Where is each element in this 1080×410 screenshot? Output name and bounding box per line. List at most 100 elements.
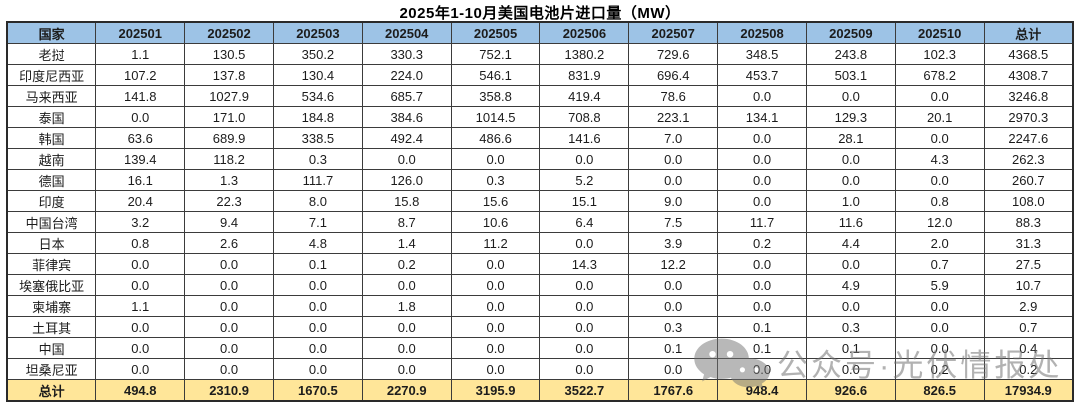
value-cell: 0.0 (361, 316, 452, 338)
value-cell: 453.7 (717, 64, 807, 86)
total-value-cell: 3195.9 (450, 379, 541, 402)
value-cell: 78.6 (628, 85, 719, 107)
col-header-202506: 202506 (539, 21, 630, 44)
country-cell: 老挝 (6, 43, 97, 65)
value-cell: 0.0 (539, 358, 630, 380)
value-cell: 0.0 (894, 295, 985, 317)
total-value-cell: 17934.9 (983, 379, 1074, 402)
col-header-202508: 202508 (717, 21, 807, 44)
value-cell: 4.9 (805, 274, 896, 296)
value-cell: 0.0 (184, 295, 274, 317)
value-cell: 16.1 (95, 169, 186, 191)
total-value-cell: 826.5 (894, 379, 985, 402)
table-row: 中国 0.0 0.0 0.0 0.0 0.0 0.0 0.1 0.1 0.1 0.0 0.4 (6, 337, 1074, 359)
col-header-202502: 202502 (184, 21, 274, 44)
value-cell: 10.7 (983, 274, 1074, 296)
col-header-总计: 总计 (983, 21, 1074, 44)
value-cell: 0.0 (539, 337, 630, 359)
value-cell: 31.3 (983, 232, 1074, 254)
value-cell: 1380.2 (539, 43, 630, 65)
value-cell: 2970.3 (983, 106, 1074, 128)
total-value-cell: 2310.9 (184, 379, 274, 402)
col-header-202501: 202501 (95, 21, 186, 44)
value-cell: 0.0 (184, 337, 274, 359)
value-cell: 0.0 (717, 148, 807, 170)
total-value-cell: 1670.5 (272, 379, 363, 402)
value-cell: 2.6 (184, 232, 274, 254)
value-cell: 0.0 (539, 274, 630, 296)
value-cell: 503.1 (805, 64, 896, 86)
value-cell: 0.0 (717, 85, 807, 107)
total-row: 总计 494.8 2310.9 1670.5 2270.9 3195.9 3522.7 176… (6, 379, 1074, 402)
value-cell: 0.0 (272, 316, 363, 338)
table-row: 埃塞俄比亚 0.0 0.0 0.0 0.0 0.0 0.0 0.0 0.0 4.9 5.9 10.7 (6, 274, 1074, 296)
value-cell: 729.6 (628, 43, 719, 65)
value-cell: 708.8 (539, 106, 630, 128)
value-cell: 0.8 (95, 232, 186, 254)
value-cell: 0.0 (894, 85, 985, 107)
value-cell: 9.4 (184, 211, 274, 233)
value-cell: 27.5 (983, 253, 1074, 275)
value-cell: 0.0 (539, 148, 630, 170)
table-row: 坦桑尼亚 0.0 0.0 0.0 0.0 0.0 0.0 0.0 0.0 0.0 0.2 0.2 (6, 358, 1074, 380)
value-cell: 2.9 (983, 295, 1074, 317)
value-cell: 3.2 (95, 211, 186, 233)
value-cell: 1027.9 (184, 85, 274, 107)
country-cell: 日本 (6, 232, 97, 254)
col-header-202504: 202504 (361, 21, 452, 44)
value-cell: 184.8 (272, 106, 363, 128)
country-cell: 马来西亚 (6, 85, 97, 107)
value-cell: 7.0 (628, 127, 719, 149)
value-cell: 108.0 (983, 190, 1074, 212)
value-cell: 0.0 (628, 274, 719, 296)
value-cell: 224.0 (361, 64, 452, 86)
value-cell: 0.0 (272, 358, 363, 380)
value-cell: 28.1 (805, 127, 896, 149)
value-cell: 7.1 (272, 211, 363, 233)
value-cell: 7.5 (628, 211, 719, 233)
value-cell: 0.1 (272, 253, 363, 275)
total-value-cell: 926.6 (805, 379, 896, 402)
col-header-202503: 202503 (272, 21, 363, 44)
value-cell: 20.4 (95, 190, 186, 212)
value-cell: 419.4 (539, 85, 630, 107)
value-cell: 0.0 (95, 358, 186, 380)
value-cell: 0.0 (894, 127, 985, 149)
country-cell: 韩国 (6, 127, 97, 149)
value-cell: 0.0 (539, 232, 630, 254)
value-cell: 0.0 (805, 169, 896, 191)
value-cell: 1.1 (95, 295, 186, 317)
col-header-country: 国家 (6, 21, 97, 44)
value-cell: 0.0 (95, 316, 186, 338)
country-cell: 坦桑尼亚 (6, 358, 97, 380)
value-cell: 348.5 (717, 43, 807, 65)
country-cell: 德国 (6, 169, 97, 191)
total-value-cell: 1767.6 (628, 379, 719, 402)
value-cell: 0.0 (539, 295, 630, 317)
value-cell: 330.3 (361, 43, 452, 65)
country-cell: 中国台湾 (6, 211, 97, 233)
value-cell: 546.1 (450, 64, 541, 86)
value-cell: 384.6 (361, 106, 452, 128)
value-cell: 0.0 (894, 337, 985, 359)
value-cell: 0.0 (95, 337, 186, 359)
value-cell: 0.0 (361, 148, 452, 170)
value-cell: 171.0 (184, 106, 274, 128)
value-cell: 1.0 (805, 190, 896, 212)
total-value-cell: 494.8 (95, 379, 186, 402)
value-cell: 11.2 (450, 232, 541, 254)
value-cell: 358.8 (450, 85, 541, 107)
value-cell: 0.0 (450, 253, 541, 275)
value-cell: 3.9 (628, 232, 719, 254)
value-cell: 3246.8 (983, 85, 1074, 107)
table-row: 老挝 1.1 130.5 350.2 330.3 752.1 1380.2 729.6 348.… (6, 43, 1074, 65)
value-cell: 1.3 (184, 169, 274, 191)
value-cell: 0.0 (184, 253, 274, 275)
value-cell: 0.0 (805, 253, 896, 275)
value-cell: 4368.5 (983, 43, 1074, 65)
table-row: 马来西亚 141.8 1027.9 534.6 685.7 358.8 419.4 78.6 0… (6, 85, 1074, 107)
value-cell: 0.0 (805, 148, 896, 170)
value-cell: 262.3 (983, 148, 1074, 170)
value-cell: 0.0 (272, 337, 363, 359)
